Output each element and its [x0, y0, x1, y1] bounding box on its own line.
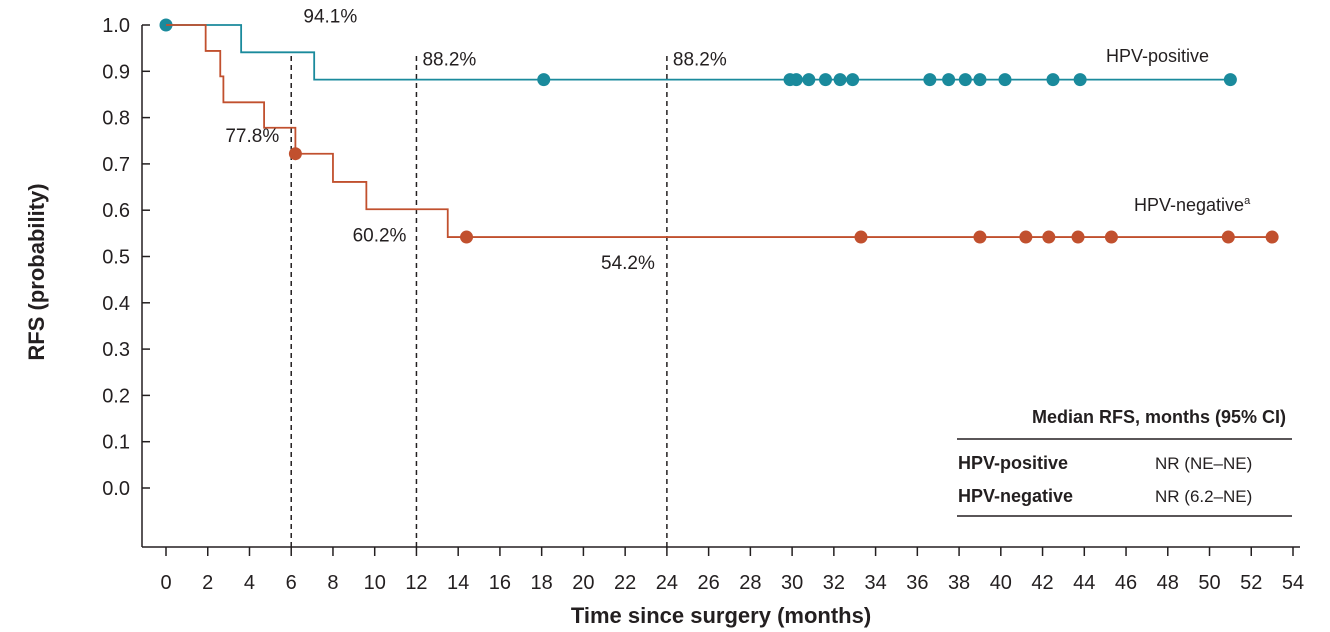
- x-tick-label: 18: [531, 572, 553, 594]
- x-tick-label: 46: [1115, 572, 1137, 594]
- x-tick-label: 36: [906, 572, 928, 594]
- x-tick-label: 52: [1240, 572, 1262, 594]
- censor-point: [846, 73, 860, 87]
- x-tick-label: 38: [948, 572, 970, 594]
- percent-annotation: 54.2%: [601, 253, 655, 274]
- x-tick-label: 42: [1031, 572, 1053, 594]
- censor-point: [819, 73, 833, 87]
- x-tick-label: 50: [1198, 572, 1220, 594]
- censor-point: [460, 230, 474, 244]
- table-row-value: NR (6.2–NE): [1155, 487, 1252, 506]
- x-tick-label: 8: [327, 572, 338, 594]
- x-tick-label: 26: [698, 572, 720, 594]
- censor-point: [1073, 73, 1087, 87]
- series-label-hpv-negative-text: HPV-negative: [1134, 195, 1244, 215]
- y-axis-title: RFS (probability): [24, 183, 49, 360]
- x-tick-label: 12: [405, 572, 427, 594]
- x-axis-title: Time since surgery (months): [571, 603, 871, 628]
- y-tick-label: 0.1: [102, 432, 130, 454]
- censor-point: [973, 73, 987, 87]
- censor-point: [1265, 230, 1279, 244]
- censor-point: [958, 73, 972, 87]
- table-row-name: HPV-positive: [958, 453, 1068, 473]
- censor-point: [1046, 73, 1060, 87]
- censor-point: [1019, 230, 1033, 244]
- x-tick-label: 2: [202, 572, 213, 594]
- x-tick-label: 14: [447, 572, 469, 594]
- x-tick-label: 30: [781, 572, 803, 594]
- survival-curve: [166, 24, 1231, 81]
- censor-point: [1104, 230, 1118, 244]
- censor-point: [288, 147, 302, 161]
- censor-point: [942, 73, 956, 87]
- x-tick-label: 0: [160, 572, 171, 594]
- censor-point: [1071, 230, 1085, 244]
- table-header: Median RFS, months (95% CI): [1032, 407, 1286, 427]
- censor-point: [1223, 73, 1237, 87]
- y-tick-label: 0.0: [102, 478, 130, 500]
- percent-annotation: 88.2%: [673, 50, 727, 71]
- x-tick-label: 48: [1157, 572, 1179, 594]
- censor-point: [1042, 230, 1056, 244]
- censor-point: [1221, 230, 1235, 244]
- x-tick-label: 20: [572, 572, 594, 594]
- censor-point: [854, 230, 868, 244]
- survival-curve: [166, 24, 1273, 238]
- x-tick-label: 28: [739, 572, 761, 594]
- percent-annotation: 88.2%: [422, 50, 476, 71]
- censor-point: [923, 73, 937, 87]
- y-tick-label: 0.4: [102, 293, 130, 315]
- x-tick-label: 4: [244, 572, 255, 594]
- y-tick-label: 0.6: [102, 200, 130, 222]
- annotations: 94.1% 88.2% 88.2% 77.8% 60.2% 54.2%: [225, 6, 727, 274]
- table-row-value: NR (NE–NE): [1155, 454, 1252, 473]
- percent-annotation: 60.2%: [353, 225, 407, 246]
- y-tick-label: 1.0: [102, 15, 130, 37]
- y-tick-label: 0.7: [102, 154, 130, 176]
- x-tick-label: 32: [823, 572, 845, 594]
- y-tick-label: 0.3: [102, 339, 130, 361]
- series-label-hpv-positive: HPV-positive: [1106, 46, 1209, 66]
- censor-point: [833, 73, 847, 87]
- x-tick-label: 6: [286, 572, 297, 594]
- censor-point: [998, 73, 1012, 87]
- x-tick-label: 10: [364, 572, 386, 594]
- x-tick-label: 16: [489, 572, 511, 594]
- censor-point: [973, 230, 987, 244]
- reference-lines: [290, 56, 668, 547]
- y-tick-label: 0.2: [102, 385, 130, 407]
- x-tick-label: 44: [1073, 572, 1095, 594]
- censor-point: [789, 73, 803, 87]
- x-axis-ticks: 0 2 4 6 8 10 12 14 16 18 20 22 24 26 28 30 32 34 36 38 40 42 4…: [160, 547, 1304, 594]
- table-row-name: HPV-negative: [958, 486, 1073, 506]
- y-tick-label: 0.5: [102, 247, 130, 269]
- censor-point: [537, 73, 551, 87]
- y-axis-ticks: 0.0 0.1 0.2 0.3 0.4 0.5 0.6 0.7 0.8 0.9 1.0: [102, 15, 150, 500]
- x-tick-label: 24: [656, 572, 678, 594]
- x-tick-label: 40: [990, 572, 1012, 594]
- censor-point: [802, 73, 816, 87]
- x-tick-label: 22: [614, 572, 636, 594]
- percent-annotation: 77.8%: [225, 126, 279, 147]
- median-rfs-table: Median RFS, months (95% CI) HPV-positive…: [957, 407, 1292, 517]
- x-tick-label: 34: [864, 572, 886, 594]
- series-label-footnote: a: [1244, 195, 1251, 207]
- percent-annotation: 94.1%: [303, 6, 357, 27]
- x-tick-label: 54: [1282, 572, 1304, 594]
- y-tick-label: 0.8: [102, 108, 130, 130]
- y-tick-label: 0.9: [102, 61, 130, 83]
- series-label-hpv-negative: HPV-negativea: [1134, 195, 1251, 215]
- series-layer: [159, 18, 1279, 244]
